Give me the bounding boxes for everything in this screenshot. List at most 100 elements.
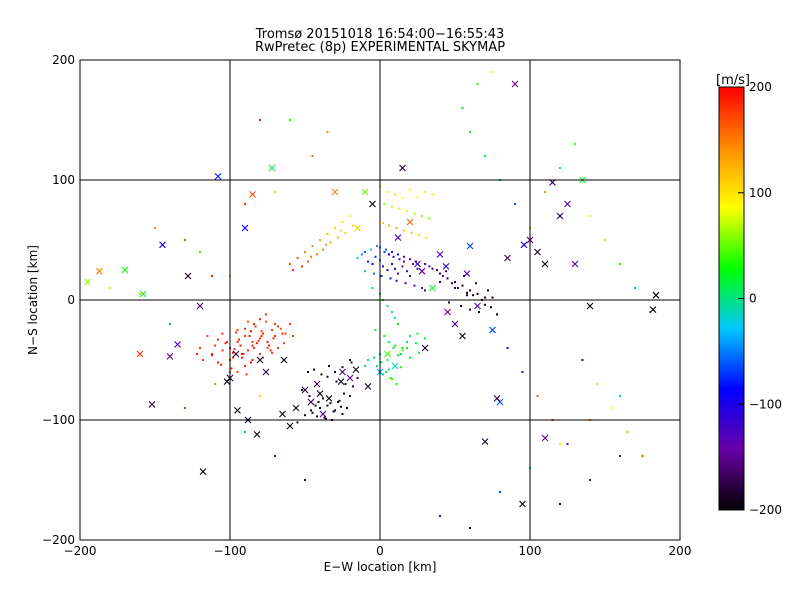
data-point <box>344 231 347 234</box>
data-point <box>326 404 329 407</box>
data-point <box>272 337 275 340</box>
data-point <box>184 407 186 409</box>
data-point <box>238 338 240 341</box>
data-point <box>374 255 377 258</box>
data-point-cross <box>652 291 660 299</box>
data-point <box>484 155 486 157</box>
data-point <box>395 227 398 229</box>
data-point-cross <box>196 302 204 310</box>
data-point <box>214 383 216 385</box>
data-point-cross <box>268 164 276 172</box>
data-point-cross <box>286 422 294 430</box>
data-point <box>409 356 411 359</box>
data-point <box>424 337 426 340</box>
data-point <box>349 215 351 217</box>
colorbar-tick-label: 200 <box>749 80 772 94</box>
data-point <box>442 275 444 277</box>
data-point <box>388 253 390 256</box>
data-point <box>311 245 314 247</box>
data-point <box>391 251 393 253</box>
data-point <box>271 351 273 354</box>
data-point <box>472 294 474 297</box>
data-point-cross <box>406 218 414 226</box>
data-point-cross <box>511 80 519 88</box>
data-point <box>475 282 477 285</box>
data-point-cross <box>121 266 129 274</box>
data-point <box>389 377 392 379</box>
data-point <box>484 303 486 306</box>
data-point <box>416 195 419 198</box>
data-point-cross <box>541 434 549 442</box>
data-point <box>604 239 606 241</box>
data-point-cross <box>364 383 372 390</box>
data-point <box>394 267 396 270</box>
grid-lines <box>80 60 680 540</box>
data-point <box>247 320 249 323</box>
data-point <box>491 71 494 73</box>
data-point-cross <box>339 368 346 376</box>
data-point <box>251 344 254 347</box>
data-point <box>217 338 219 341</box>
data-point <box>469 131 471 133</box>
data-point <box>566 443 569 445</box>
data-point-cross <box>586 302 594 310</box>
data-point <box>301 389 303 391</box>
data-point <box>236 329 239 331</box>
data-point <box>319 239 321 241</box>
data-point <box>220 363 222 366</box>
data-point <box>451 282 453 285</box>
data-point-cross <box>139 290 147 298</box>
data-point-cross <box>337 378 345 385</box>
data-point <box>409 275 411 277</box>
colorbar-tick-label: 0 <box>749 292 757 306</box>
data-point <box>559 503 561 505</box>
data-point <box>409 335 411 337</box>
data-point <box>260 335 263 337</box>
data-point <box>310 255 312 258</box>
data-point <box>109 287 111 289</box>
data-point <box>439 515 441 517</box>
data-point <box>397 354 399 357</box>
data-point <box>292 269 294 271</box>
data-point <box>476 293 479 295</box>
data-point <box>391 311 393 313</box>
data-point <box>289 323 291 325</box>
data-point <box>416 332 419 335</box>
data-point <box>304 251 306 253</box>
data-point <box>364 251 366 253</box>
data-point <box>341 413 344 415</box>
data-point-cross <box>394 234 402 241</box>
data-point-cross <box>556 212 564 220</box>
data-point <box>611 407 614 409</box>
data-point-cross <box>292 404 300 412</box>
data-point <box>244 335 246 337</box>
data-point <box>335 380 338 383</box>
data-point <box>242 353 245 355</box>
data-point <box>385 371 387 373</box>
data-point <box>370 248 372 251</box>
data-point <box>259 337 261 340</box>
data-point <box>521 371 524 373</box>
data-point <box>332 410 335 413</box>
data-point <box>476 83 479 85</box>
data-point <box>478 311 480 313</box>
data-point-cross <box>159 241 166 249</box>
data-point <box>439 281 441 283</box>
data-point <box>329 402 332 405</box>
data-point <box>395 279 398 282</box>
data-point <box>244 203 246 205</box>
data-point <box>349 359 351 361</box>
data-point-cross <box>232 350 240 358</box>
data-point <box>404 282 407 285</box>
data-point-cross <box>325 395 333 402</box>
data-point <box>226 341 228 343</box>
data-point <box>446 277 449 280</box>
data-point-cross <box>96 267 103 275</box>
data-point <box>388 368 390 371</box>
data-point-cross <box>571 260 579 268</box>
data-point <box>230 367 233 370</box>
data-point-cross <box>399 164 406 172</box>
plot-frame <box>79 59 681 541</box>
y-tick-label: 200 <box>52 53 75 67</box>
data-point-cross <box>280 356 288 364</box>
